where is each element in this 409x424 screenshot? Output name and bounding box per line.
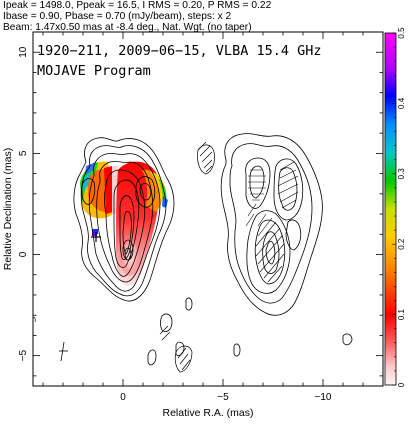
y-tick-label: 0 xyxy=(18,251,29,257)
y-tick-label: 10 xyxy=(18,46,29,58)
y-tick-label: 5 xyxy=(18,150,29,156)
intensity-contours-left xyxy=(73,137,353,366)
pol-intensity-contours-right xyxy=(220,133,323,316)
x-tick-label: −5 xyxy=(217,392,229,403)
core-marker xyxy=(91,232,101,242)
y-tick-labels: −5 0 5 10 xyxy=(18,46,29,361)
plot-frame xyxy=(32,31,384,387)
header-line-2: Ibase = 0.90, Pbase = 0.70 (mJy/beam), s… xyxy=(3,11,232,22)
colorbar-tick-label: 0 xyxy=(397,382,406,387)
polarization-vectors xyxy=(159,141,215,373)
colorbar-tick-label: 0.2 xyxy=(397,238,406,250)
pol-region-blue-right xyxy=(162,196,168,208)
y-axis-label: Relative Declination (mas) xyxy=(2,148,14,271)
pol-region-green-left xyxy=(80,162,98,205)
header: Ipeak = 1498.0, Ppeak = 16.5, I RMS = 0.… xyxy=(3,0,408,33)
colorbar-tick-label: 0.5 xyxy=(397,27,406,39)
colorbar-tick-label: 0.4 xyxy=(397,97,406,109)
pol-region-yellow-right xyxy=(150,172,166,206)
colorbar xyxy=(384,32,397,386)
x-tick-label: 0 xyxy=(120,392,126,403)
pol-hatching-right xyxy=(245,161,299,283)
colorbar-tick-label: 0.1 xyxy=(397,308,406,320)
plot-area xyxy=(33,133,353,373)
small-contour-left xyxy=(33,316,36,323)
colorbar-tick-labels: 0 0.1 0.2 0.3 0.4 0.5 xyxy=(392,27,406,387)
header-line-1: Ipeak = 1498.0, Ppeak = 16.5, I RMS = 0.… xyxy=(3,0,272,11)
core-purple-dot xyxy=(92,233,97,236)
colorbar-tick-label: 0.3 xyxy=(397,168,406,180)
pol-region-red-left xyxy=(104,166,113,214)
tick-marks xyxy=(33,31,384,386)
x-tick-label: −10 xyxy=(315,392,332,403)
chart-subtitle: MOJAVE Program xyxy=(37,63,151,79)
core-blue-dot xyxy=(92,229,98,234)
x-tick-labels: 0 −5 −10 xyxy=(120,392,332,403)
pol-region-blue-left xyxy=(85,162,96,175)
y-tick-label: −5 xyxy=(18,350,29,362)
header-line-3: Beam: 1.47x0.50 mas at -8.4 deg., Nat. W… xyxy=(3,22,252,33)
chart-title: 1920−211, 2009−06−15, VLBA 15.4 GHz xyxy=(37,43,321,59)
beam-ellipse xyxy=(59,341,68,362)
x-axis-label: Relative R.A. (mas) xyxy=(162,407,253,419)
pol-region-cyan-left xyxy=(82,172,90,192)
